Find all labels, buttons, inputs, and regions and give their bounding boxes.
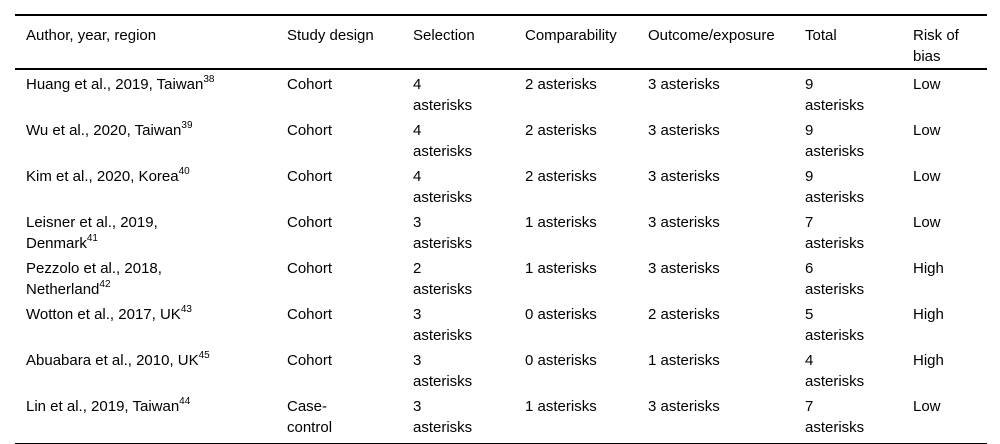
comparability-cell: 1 asterisks bbox=[525, 398, 597, 415]
comparability-cell: 0 asterisks bbox=[525, 352, 597, 369]
outcome-exposure-cell: 2 asterisks bbox=[648, 306, 720, 323]
total-cell: 7 asterisks bbox=[805, 398, 865, 436]
author-text: Huang et al., 2019, Taiwan bbox=[26, 76, 204, 93]
reference-superscript: 41 bbox=[86, 233, 98, 244]
reference-superscript: 45 bbox=[198, 350, 210, 361]
study-design-cell: Cohort bbox=[287, 168, 333, 185]
risk-of-bias-table-container: Author, year, region Study design Select… bbox=[15, 14, 987, 444]
col-header-risk-of-bias: Risk of bias bbox=[913, 27, 959, 65]
table-row: Wu et al., 2020, Taiwan39 Cohort 4 aster… bbox=[15, 116, 987, 162]
selection-cell: 2 asterisks bbox=[413, 260, 473, 298]
risk-of-bias-cell: Low bbox=[913, 76, 941, 93]
selection-cell: 4 asterisks bbox=[413, 168, 473, 206]
reference-superscript: 44 bbox=[179, 396, 191, 407]
author-text: Abuabara et al., 2010, UK bbox=[26, 352, 199, 369]
table-row: Kim et al., 2020, Korea40 Cohort 4 aster… bbox=[15, 162, 987, 208]
col-header-author: Author, year, region bbox=[26, 27, 157, 44]
risk-of-bias-cell: Low bbox=[913, 168, 941, 185]
total-cell: 9 asterisks bbox=[805, 76, 865, 114]
risk-of-bias-cell: High bbox=[913, 306, 944, 323]
author-cell: Wotton et al., 2017, UK43 bbox=[15, 300, 287, 346]
reference-superscript: 40 bbox=[178, 166, 190, 177]
author-text: Leisner et al., 2019, Denmark bbox=[26, 214, 158, 252]
author-text: Lin et al., 2019, Taiwan bbox=[26, 398, 180, 415]
study-design-cell: Cohort bbox=[287, 260, 333, 277]
outcome-exposure-cell: 3 asterisks bbox=[648, 122, 720, 139]
outcome-exposure-cell: 3 asterisks bbox=[648, 214, 720, 231]
outcome-exposure-cell: 3 asterisks bbox=[648, 260, 720, 277]
table-row: Lin et al., 2019, Taiwan44 Case- control… bbox=[15, 392, 987, 444]
study-design-cell: Cohort bbox=[287, 122, 333, 139]
table-row: Leisner et al., 2019, Denmark41 Cohort 3… bbox=[15, 208, 987, 254]
study-design-cell: Cohort bbox=[287, 214, 333, 231]
selection-cell: 3 asterisks bbox=[413, 398, 473, 436]
risk-of-bias-cell: Low bbox=[913, 214, 941, 231]
outcome-exposure-cell: 3 asterisks bbox=[648, 168, 720, 185]
col-header-study-design: Study design bbox=[287, 27, 374, 44]
study-design-cell: Cohort bbox=[287, 76, 333, 93]
outcome-exposure-cell: 1 asterisks bbox=[648, 352, 720, 369]
comparability-cell: 0 asterisks bbox=[525, 306, 597, 323]
risk-of-bias-cell: High bbox=[913, 352, 944, 369]
author-cell: Wu et al., 2020, Taiwan39 bbox=[15, 116, 287, 162]
risk-of-bias-cell: Low bbox=[913, 398, 941, 415]
risk-of-bias-cell: High bbox=[913, 260, 944, 277]
author-text: Wotton et al., 2017, UK bbox=[26, 306, 181, 323]
author-text: Pezzolo et al., 2018, Netherland bbox=[26, 260, 162, 298]
selection-cell: 3 asterisks bbox=[413, 352, 473, 390]
total-cell: 9 asterisks bbox=[805, 122, 865, 160]
total-cell: 5 asterisks bbox=[805, 306, 865, 344]
reference-superscript: 39 bbox=[181, 120, 193, 131]
comparability-cell: 1 asterisks bbox=[525, 260, 597, 277]
total-cell: 7 asterisks bbox=[805, 214, 865, 252]
selection-cell: 3 asterisks bbox=[413, 214, 473, 252]
total-cell: 6 asterisks bbox=[805, 260, 865, 298]
author-cell: Leisner et al., 2019, Denmark41 bbox=[15, 208, 287, 254]
total-cell: 4 asterisks bbox=[805, 352, 865, 390]
col-header-total: Total bbox=[805, 27, 837, 44]
selection-cell: 4 asterisks bbox=[413, 122, 473, 160]
header-row: Author, year, region Study design Select… bbox=[15, 15, 987, 69]
author-text: Wu et al., 2020, Taiwan bbox=[26, 122, 182, 139]
author-cell: Abuabara et al., 2010, UK45 bbox=[15, 346, 287, 392]
table-row: Wotton et al., 2017, UK43 Cohort 3 aster… bbox=[15, 300, 987, 346]
comparability-cell: 2 asterisks bbox=[525, 168, 597, 185]
table-row: Huang et al., 2019, Taiwan38 Cohort 4 as… bbox=[15, 69, 987, 116]
author-cell: Kim et al., 2020, Korea40 bbox=[15, 162, 287, 208]
risk-of-bias-cell: Low bbox=[913, 122, 941, 139]
study-design-cell: Cohort bbox=[287, 306, 333, 323]
table-row: Abuabara et al., 2010, UK45 Cohort 3 ast… bbox=[15, 346, 987, 392]
outcome-exposure-cell: 3 asterisks bbox=[648, 398, 720, 415]
author-cell: Pezzolo et al., 2018, Netherland42 bbox=[15, 254, 287, 300]
risk-of-bias-table: Author, year, region Study design Select… bbox=[15, 14, 987, 444]
reference-superscript: 43 bbox=[180, 304, 192, 315]
comparability-cell: 2 asterisks bbox=[525, 122, 597, 139]
selection-cell: 3 asterisks bbox=[413, 306, 473, 344]
author-cell: Huang et al., 2019, Taiwan38 bbox=[15, 69, 287, 116]
reference-superscript: 38 bbox=[203, 74, 215, 85]
selection-cell: 4 asterisks bbox=[413, 76, 473, 114]
author-cell: Lin et al., 2019, Taiwan44 bbox=[15, 392, 287, 444]
col-header-selection: Selection bbox=[413, 27, 475, 44]
reference-superscript: 42 bbox=[99, 279, 111, 290]
comparability-cell: 2 asterisks bbox=[525, 76, 597, 93]
table-row: Pezzolo et al., 2018, Netherland42 Cohor… bbox=[15, 254, 987, 300]
total-cell: 9 asterisks bbox=[805, 168, 865, 206]
col-header-comparability: Comparability bbox=[525, 27, 617, 44]
col-header-outcome-exposure: Outcome/exposure bbox=[648, 27, 775, 44]
outcome-exposure-cell: 3 asterisks bbox=[648, 76, 720, 93]
author-text: Kim et al., 2020, Korea bbox=[26, 168, 179, 185]
study-design-cell: Case- control bbox=[287, 398, 333, 436]
comparability-cell: 1 asterisks bbox=[525, 214, 597, 231]
study-design-cell: Cohort bbox=[287, 352, 333, 369]
